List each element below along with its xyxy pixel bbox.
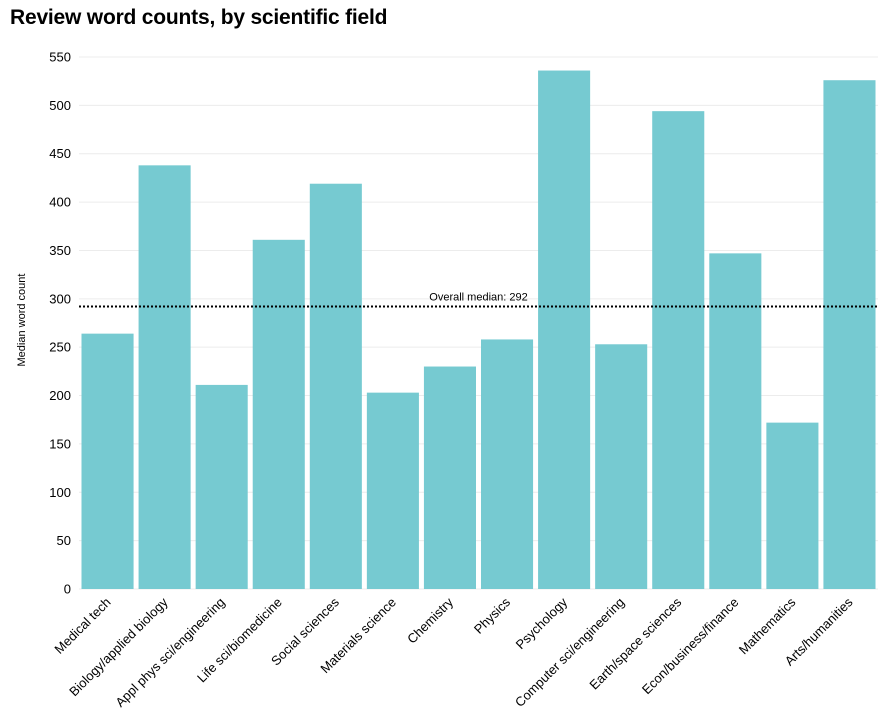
y-tick-label: 0 (64, 582, 71, 597)
chart-title: Review word counts, by scientific field (10, 6, 388, 29)
bar (766, 422, 819, 589)
bar (823, 80, 876, 590)
y-tick-label: 200 (49, 388, 71, 403)
y-axis-ticks: 0 50 100 150 200 250 300 350 400 450 500 550 (49, 50, 71, 597)
bars (81, 70, 876, 590)
bar (252, 239, 305, 589)
bar (652, 111, 705, 590)
x-tick-label: Biology/applied biology (66, 594, 171, 699)
bar (595, 344, 648, 589)
bar (423, 366, 476, 589)
x-tick-label: Psychology (513, 594, 571, 652)
bar (366, 392, 419, 589)
y-tick-label: 400 (49, 195, 71, 210)
bar (538, 70, 591, 590)
bar (481, 339, 534, 589)
bar (309, 183, 362, 590)
y-tick-label: 450 (49, 146, 71, 161)
x-tick-label: Medical tech (51, 595, 113, 657)
reference-line-label: Overall median: 292 (429, 292, 527, 304)
y-tick-label: 300 (49, 291, 71, 306)
reference-line-group: Overall median: 292 (79, 292, 878, 308)
bar (81, 333, 134, 589)
x-tick-label: Computer sci/engineering (512, 595, 627, 710)
x-tick-label: Chemistry (404, 594, 456, 646)
y-tick-label: 50 (57, 533, 71, 548)
bar (138, 165, 191, 590)
x-tick-label: Econ/business/finance (639, 595, 742, 698)
bar (195, 384, 248, 589)
y-tick-label: 500 (49, 98, 71, 113)
y-tick-label: 150 (49, 436, 71, 451)
x-tick-label: Mathematics (736, 594, 799, 657)
y-tick-label: 550 (49, 50, 71, 65)
y-tick-label: 100 (49, 485, 71, 500)
y-tick-label: 250 (49, 340, 71, 355)
x-tick-label: Physics (471, 594, 514, 637)
bar (709, 253, 762, 589)
x-tick-label: Appl phys sci/engineering (112, 595, 227, 710)
y-tick-label: 350 (49, 243, 71, 258)
